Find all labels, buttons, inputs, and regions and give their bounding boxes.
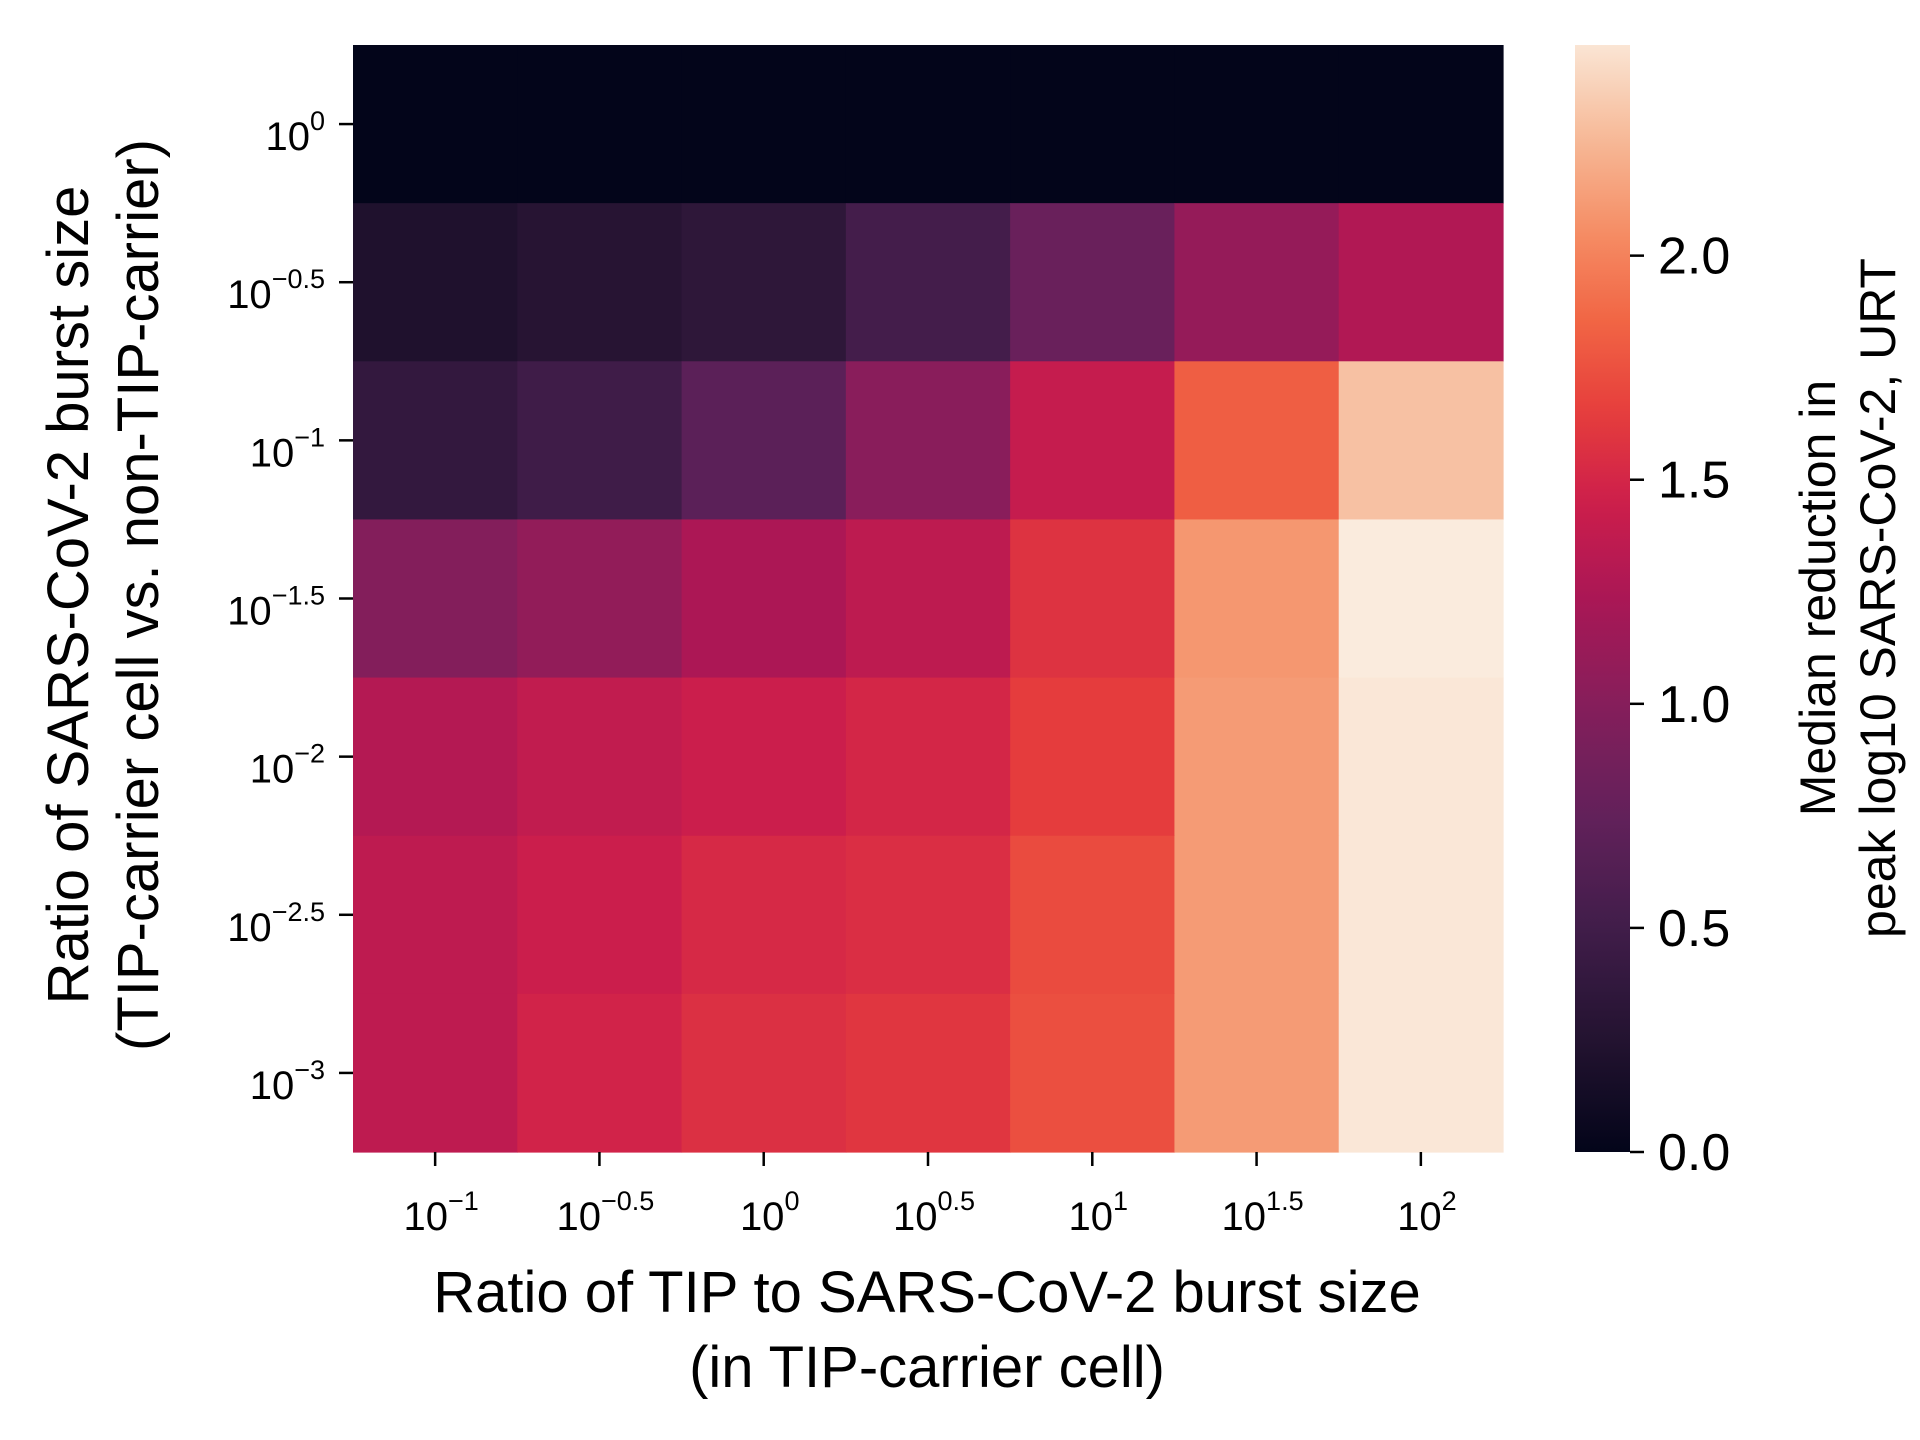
y-axis-label-line1: Ratio of SARS-CoV-2 burst size bbox=[36, 186, 101, 1005]
heatmap-cell bbox=[517, 203, 683, 362]
heatmap-cell bbox=[517, 45, 683, 204]
heatmap-cell bbox=[1010, 835, 1176, 995]
heatmap-cell bbox=[1338, 361, 1504, 521]
heatmap-cell bbox=[681, 361, 847, 521]
heatmap-cell bbox=[1010, 993, 1176, 1153]
heatmap-cell bbox=[1010, 45, 1176, 204]
heatmap-cell bbox=[845, 361, 1011, 521]
heatmap-cell bbox=[845, 203, 1011, 362]
y-tick-label: 10−1.5 bbox=[227, 581, 325, 634]
y-tick-label: 10−1 bbox=[250, 422, 325, 475]
heatmap-cell bbox=[681, 45, 847, 204]
colorbar-tick-label: 0.0 bbox=[1658, 1124, 1730, 1182]
heatmap-cell bbox=[1338, 835, 1504, 995]
heatmap-cell bbox=[681, 519, 847, 679]
x-tick-label: 102 bbox=[1397, 1186, 1457, 1239]
heatmap-cell bbox=[1174, 835, 1340, 995]
x-tick-label: 101.5 bbox=[1222, 1186, 1304, 1239]
x-tick-label: 100.5 bbox=[893, 1186, 975, 1239]
heatmap-cell bbox=[353, 203, 518, 362]
heatmap-cell bbox=[353, 835, 518, 995]
heatmap-cell bbox=[1010, 519, 1176, 679]
heatmap-cell bbox=[517, 993, 683, 1153]
heatmap-cell bbox=[353, 45, 518, 204]
heatmap-cell bbox=[1010, 203, 1176, 362]
heatmap-cell bbox=[517, 677, 683, 837]
heatmap-cell bbox=[681, 677, 847, 837]
heatmap-cell bbox=[517, 835, 683, 995]
heatmap-cell bbox=[517, 519, 683, 679]
heatmap-cell bbox=[845, 677, 1011, 837]
colorbar-tick-label: 1.5 bbox=[1658, 452, 1730, 510]
colorbar-label-line1: Median reduction in bbox=[1790, 380, 1846, 816]
x-tick-label: 100 bbox=[740, 1186, 800, 1239]
heatmap-cells bbox=[353, 45, 1504, 1153]
heatmap-cell bbox=[1010, 361, 1176, 521]
heatmap-cell bbox=[845, 835, 1011, 995]
colorbar-ticks: 0.0 0.5 1.0 1.5 2.0 bbox=[1630, 228, 1730, 1182]
y-tick-label: 10−2 bbox=[250, 739, 325, 792]
heatmap-cell bbox=[1174, 519, 1340, 679]
x-axis-ticks: 10−1 10−0.5 100 100.5 101 101.5 102 bbox=[403, 1152, 1457, 1239]
heatmap-cell bbox=[1010, 677, 1176, 837]
heatmap-cell bbox=[1174, 993, 1340, 1153]
colorbar-tick-label: 2.0 bbox=[1658, 228, 1730, 286]
y-axis-label-line2: (TIP-carrier cell vs. non-TIP-carrier) bbox=[106, 139, 171, 1051]
y-tick-label: 10−2.5 bbox=[227, 897, 325, 950]
y-axis-ticks: 100 10−0.5 10−1 10−1.5 10−2 10−2.5 10−3 bbox=[227, 106, 353, 1108]
x-axis-label-line2: (in TIP-carrier cell) bbox=[689, 1335, 1165, 1400]
heatmap-cell bbox=[353, 519, 518, 679]
heatmap-cell bbox=[353, 993, 518, 1153]
heatmap-cell bbox=[681, 835, 847, 995]
y-tick-label: 100 bbox=[265, 106, 325, 159]
x-tick-label: 101 bbox=[1069, 1186, 1129, 1239]
x-axis-label-line1: Ratio of TIP to SARS-CoV-2 burst size bbox=[433, 1260, 1421, 1325]
heatmap-cell bbox=[1338, 993, 1504, 1153]
colorbar-tick-label: 1.0 bbox=[1658, 676, 1730, 734]
x-tick-label: 10−1 bbox=[403, 1186, 478, 1239]
heatmap-cell bbox=[1338, 203, 1504, 362]
heatmap-cell bbox=[681, 203, 847, 362]
x-tick-label: 10−0.5 bbox=[557, 1186, 655, 1239]
heatmap-cell bbox=[353, 677, 518, 837]
y-tick-label: 10−0.5 bbox=[227, 264, 325, 317]
heatmap-cell bbox=[845, 45, 1011, 204]
colorbar bbox=[1575, 45, 1630, 1152]
heatmap-cell bbox=[1338, 677, 1504, 837]
heatmap-cell bbox=[1174, 45, 1340, 204]
colorbar-label-line2: peak log10 SARS-CoV-2, URT bbox=[1850, 258, 1906, 938]
heatmap-cell bbox=[845, 993, 1011, 1153]
heatmap-cell bbox=[1338, 45, 1504, 204]
heatmap-cell bbox=[1174, 677, 1340, 837]
heatmap-cell bbox=[1174, 203, 1340, 362]
heatmap-cell bbox=[1338, 519, 1504, 679]
heatmap-cell bbox=[517, 361, 683, 521]
heatmap-cell bbox=[1174, 361, 1340, 521]
heatmap-cell bbox=[353, 361, 518, 521]
y-tick-label: 10−3 bbox=[250, 1055, 325, 1108]
colorbar-tick-label: 0.5 bbox=[1658, 900, 1730, 958]
heatmap-cell bbox=[845, 519, 1011, 679]
heatmap-cell bbox=[681, 993, 847, 1153]
